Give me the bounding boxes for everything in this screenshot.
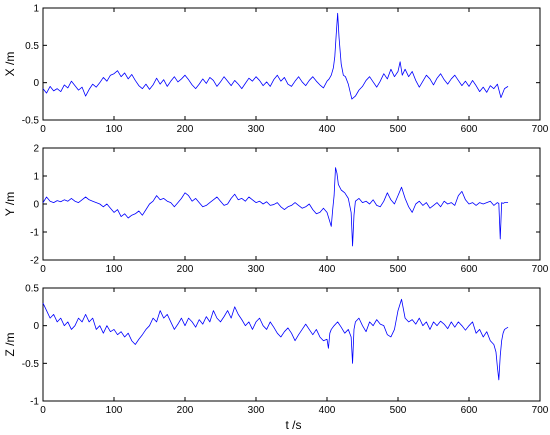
y-tick-label: 0 — [33, 78, 39, 89]
x-tick-label: 0 — [40, 264, 46, 275]
x-tick-label: 200 — [177, 124, 194, 135]
x-tick-label: 400 — [319, 264, 336, 275]
y-tick-label: 0.5 — [25, 284, 39, 295]
x-tick-label: 100 — [106, 264, 123, 275]
x-tick-label: 500 — [390, 405, 407, 416]
y-tick-label: 2 — [33, 144, 39, 155]
y-tick-label: 0 — [33, 321, 39, 332]
x-tick-label: 100 — [106, 124, 123, 135]
x-tick-label: 500 — [390, 264, 407, 275]
x-tick-label: 200 — [177, 264, 194, 275]
x-tick-label: 100 — [106, 405, 123, 416]
y-tick-label: -1 — [30, 397, 39, 408]
y-tick-label: 0.5 — [25, 41, 39, 52]
x-tick-label: 0 — [40, 124, 46, 135]
plot-frame — [42, 287, 541, 402]
plot-frame — [42, 7, 541, 121]
x-axis-label: t /s — [285, 418, 301, 432]
y-tick-label: -0.5 — [22, 116, 40, 127]
x-tick-label: 400 — [319, 124, 336, 135]
x-tick-label: 600 — [461, 264, 478, 275]
series-line-y — [42, 167, 509, 247]
x-tick-label: 700 — [532, 405, 549, 416]
y-tick-label: -1 — [30, 228, 39, 239]
x-tick-label: 500 — [390, 124, 407, 135]
y-tick-label: -0.5 — [22, 359, 40, 370]
subplot-z: 0 100 200 300 400 500 600 700 -1 -0.5 0 0.5 Z /m t /s — [3, 284, 549, 433]
x-tick-label: 300 — [248, 405, 265, 416]
x-tick-label: 200 — [177, 405, 194, 416]
y-tick-label: 0 — [33, 200, 39, 211]
x-tick-label: 700 — [532, 124, 549, 135]
y-tick-label: 1 — [33, 172, 39, 183]
y-axis-label: X /m — [3, 52, 17, 77]
subplot-x: 0 100 200 300 400 500 600 700-0.500.51X /m — [3, 4, 549, 136]
y-axis-label: Y /m — [3, 192, 17, 216]
y-tick-label: 1 — [33, 4, 39, 15]
subplot-y: 0 100 200 300 400 500 600 700 -2 -1 0 1 2 Y /m — [3, 144, 549, 276]
x-tick-label: 0 — [40, 405, 46, 416]
x-tick-label: 300 — [248, 124, 265, 135]
x-tick-label: 300 — [248, 264, 265, 275]
plot-frame — [42, 147, 541, 261]
series-line-x — [42, 12, 509, 100]
y-tick-label: -2 — [30, 256, 39, 267]
x-tick-label: 400 — [319, 405, 336, 416]
series-line-z — [42, 298, 509, 381]
x-tick-label: 600 — [461, 124, 478, 135]
x-tick-label: 700 — [532, 264, 549, 275]
y-axis-label: Z /m — [3, 333, 17, 357]
x-tick-label: 600 — [461, 405, 478, 416]
